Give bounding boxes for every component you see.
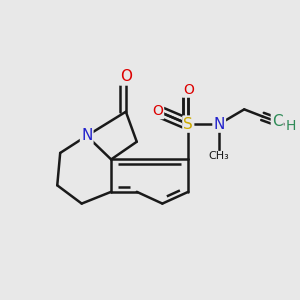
Text: C: C	[272, 114, 283, 129]
Text: O: O	[183, 82, 194, 97]
Text: O: O	[120, 70, 132, 85]
Text: H: H	[286, 119, 296, 134]
Text: S: S	[183, 117, 193, 132]
Text: N: N	[214, 117, 225, 132]
Text: O: O	[152, 104, 163, 118]
Text: CH₃: CH₃	[209, 152, 230, 161]
Text: N: N	[81, 128, 92, 143]
